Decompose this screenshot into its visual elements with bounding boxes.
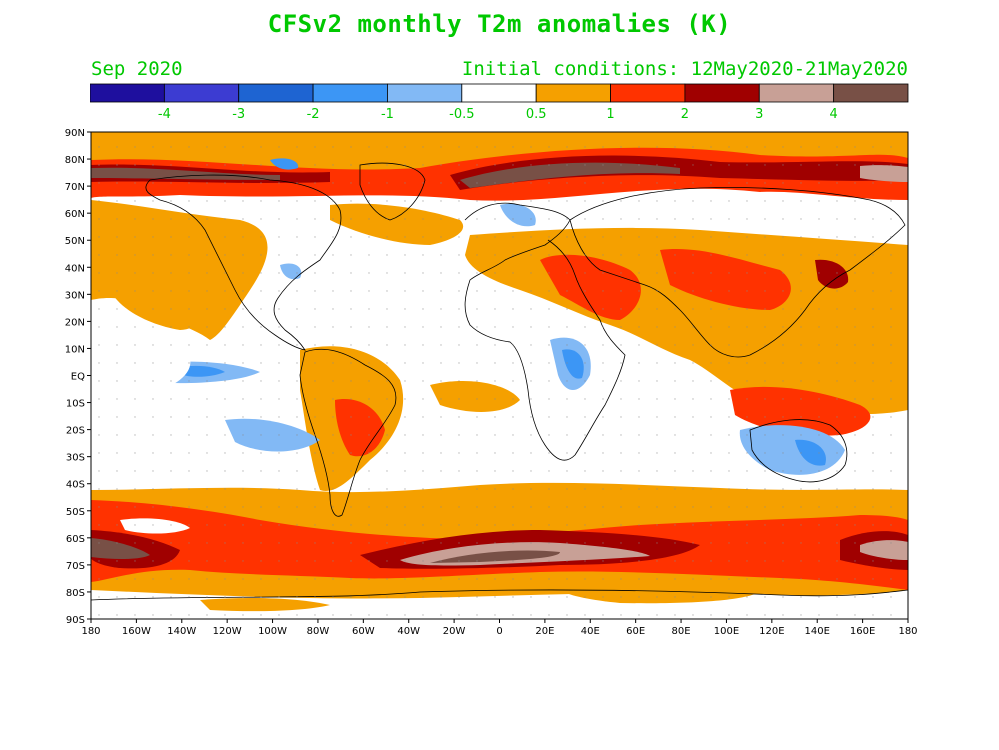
lat-label: 90S xyxy=(66,615,85,626)
colorbar-label: -3 xyxy=(232,107,245,122)
lon-label: 80E xyxy=(672,626,691,637)
lat-label: 50S xyxy=(66,507,85,518)
colorbar-swatch xyxy=(461,83,537,103)
lon-label: 160W xyxy=(122,626,151,637)
lon-label: 40E xyxy=(581,626,600,637)
lat-label: 30N xyxy=(65,290,85,301)
colorbar-label: -0.5 xyxy=(449,107,474,122)
lat-label: 40S xyxy=(66,480,85,491)
chart-title: CFSv2 monthly T2m anomalies (K) xyxy=(267,10,732,38)
lon-label: 180 xyxy=(898,626,917,637)
lat-label: 30S xyxy=(66,453,85,464)
lon-label: 20E xyxy=(535,626,554,637)
colorbar-label: -1 xyxy=(381,107,394,122)
colorbar-swatch xyxy=(387,83,463,103)
lon-label: 140W xyxy=(167,626,196,637)
lon-label: 160E xyxy=(850,626,875,637)
lon-label: 100W xyxy=(258,626,287,637)
colorbar-label: 4 xyxy=(829,107,837,122)
lon-label: 180 xyxy=(81,626,100,637)
colorbar-swatch xyxy=(163,83,240,103)
lat-label: 20S xyxy=(66,426,85,437)
lat-label: 50N xyxy=(65,236,85,247)
lat-label: 70N xyxy=(65,182,85,193)
lon-label: 120E xyxy=(759,626,784,637)
lat-label: 20N xyxy=(65,317,85,328)
colorbar-swatch xyxy=(90,83,165,103)
lon-label: 100E xyxy=(714,626,739,637)
colorbar-swatch xyxy=(833,83,909,103)
axis-ticks: 90N 80N 70N 60N 50N 40N 30N 20N 10N EQ 10S 20S 30S 40… xyxy=(65,128,918,637)
lat-label: 80N xyxy=(65,155,85,166)
colorbar-swatch xyxy=(535,83,611,103)
colorbar-label: -4 xyxy=(158,107,171,122)
colorbar-swatch xyxy=(758,83,835,103)
lon-label: 60W xyxy=(352,626,375,637)
lon-label: 140E xyxy=(805,626,830,637)
colorbar-label: 0.5 xyxy=(526,107,547,122)
colorbar: -4 -3 -2 -1 -0.5 0.5 1 2 3 4 xyxy=(90,83,909,122)
lon-label: 0 xyxy=(496,626,502,637)
lon-label: 60E xyxy=(626,626,645,637)
lon-label: 80W xyxy=(307,626,330,637)
colorbar-label: 1 xyxy=(606,107,614,122)
lat-label: EQ xyxy=(71,372,85,383)
lon-label: 120W xyxy=(213,626,242,637)
lat-label: 80S xyxy=(66,588,85,599)
lat-label: 60S xyxy=(66,534,85,545)
lon-label: 40W xyxy=(397,626,420,637)
colorbar-swatch xyxy=(610,83,686,103)
lat-label: 10N xyxy=(65,344,85,355)
lat-label: 90N xyxy=(65,128,85,139)
lat-label: 10S xyxy=(66,399,85,410)
lat-label: 60N xyxy=(65,209,85,220)
lat-label: 70S xyxy=(66,561,85,572)
colorbar-swatch xyxy=(312,83,388,103)
initial-conditions: Initial conditions: 12May2020-21May2020 xyxy=(461,58,908,80)
lat-label: 40N xyxy=(65,263,85,274)
lon-label: 20W xyxy=(443,626,466,637)
colorbar-swatch xyxy=(238,83,314,103)
forecast-month: Sep 2020 xyxy=(91,58,183,80)
anomaly-map: 90N 80N 70N 60N 50N 40N 30N 20N 10N EQ 10S 20S 30S 40… xyxy=(65,128,918,637)
colorbar-label: 3 xyxy=(755,107,763,122)
colorbar-label: -2 xyxy=(307,107,320,122)
colorbar-swatch xyxy=(684,83,760,103)
colorbar-label: 2 xyxy=(681,107,689,122)
